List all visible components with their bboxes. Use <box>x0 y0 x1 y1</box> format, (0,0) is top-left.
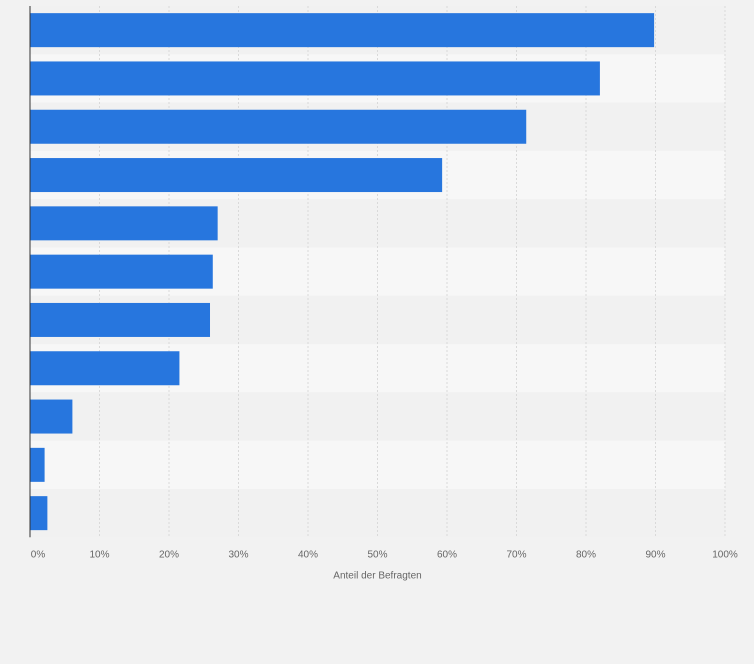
bar[interactable] <box>30 13 655 48</box>
x-tick-label: 60% <box>437 549 457 560</box>
x-tick-label: 0% <box>31 549 46 560</box>
x-tick-labels: 0% 10% 20% 30% 40% 50% 60% 70% 80% 90% 100% <box>31 549 738 560</box>
bar[interactable] <box>30 302 211 337</box>
x-tick-label: 20% <box>159 549 179 560</box>
x-tick-label: 30% <box>228 549 248 560</box>
row-band <box>30 440 725 489</box>
x-tick-label: 50% <box>367 549 387 560</box>
bar[interactable] <box>30 399 73 434</box>
x-tick-label: 40% <box>298 549 318 560</box>
bars <box>30 13 655 531</box>
bar[interactable] <box>30 206 218 241</box>
x-tick-label: 100% <box>712 549 738 560</box>
x-tick-label: 90% <box>645 549 665 560</box>
row-band <box>30 489 725 538</box>
x-tick-label: 80% <box>576 549 596 560</box>
bar[interactable] <box>30 61 600 96</box>
bar[interactable] <box>30 351 180 386</box>
x-tick-label: 70% <box>506 549 526 560</box>
x-axis-label: Anteil der Befragten <box>333 570 421 581</box>
bar[interactable] <box>30 158 443 193</box>
bar[interactable] <box>30 109 527 144</box>
bar[interactable] <box>30 447 45 482</box>
bar[interactable] <box>30 254 213 289</box>
row-band <box>30 392 725 441</box>
x-tick-label: 10% <box>89 549 109 560</box>
bar[interactable] <box>30 496 48 531</box>
